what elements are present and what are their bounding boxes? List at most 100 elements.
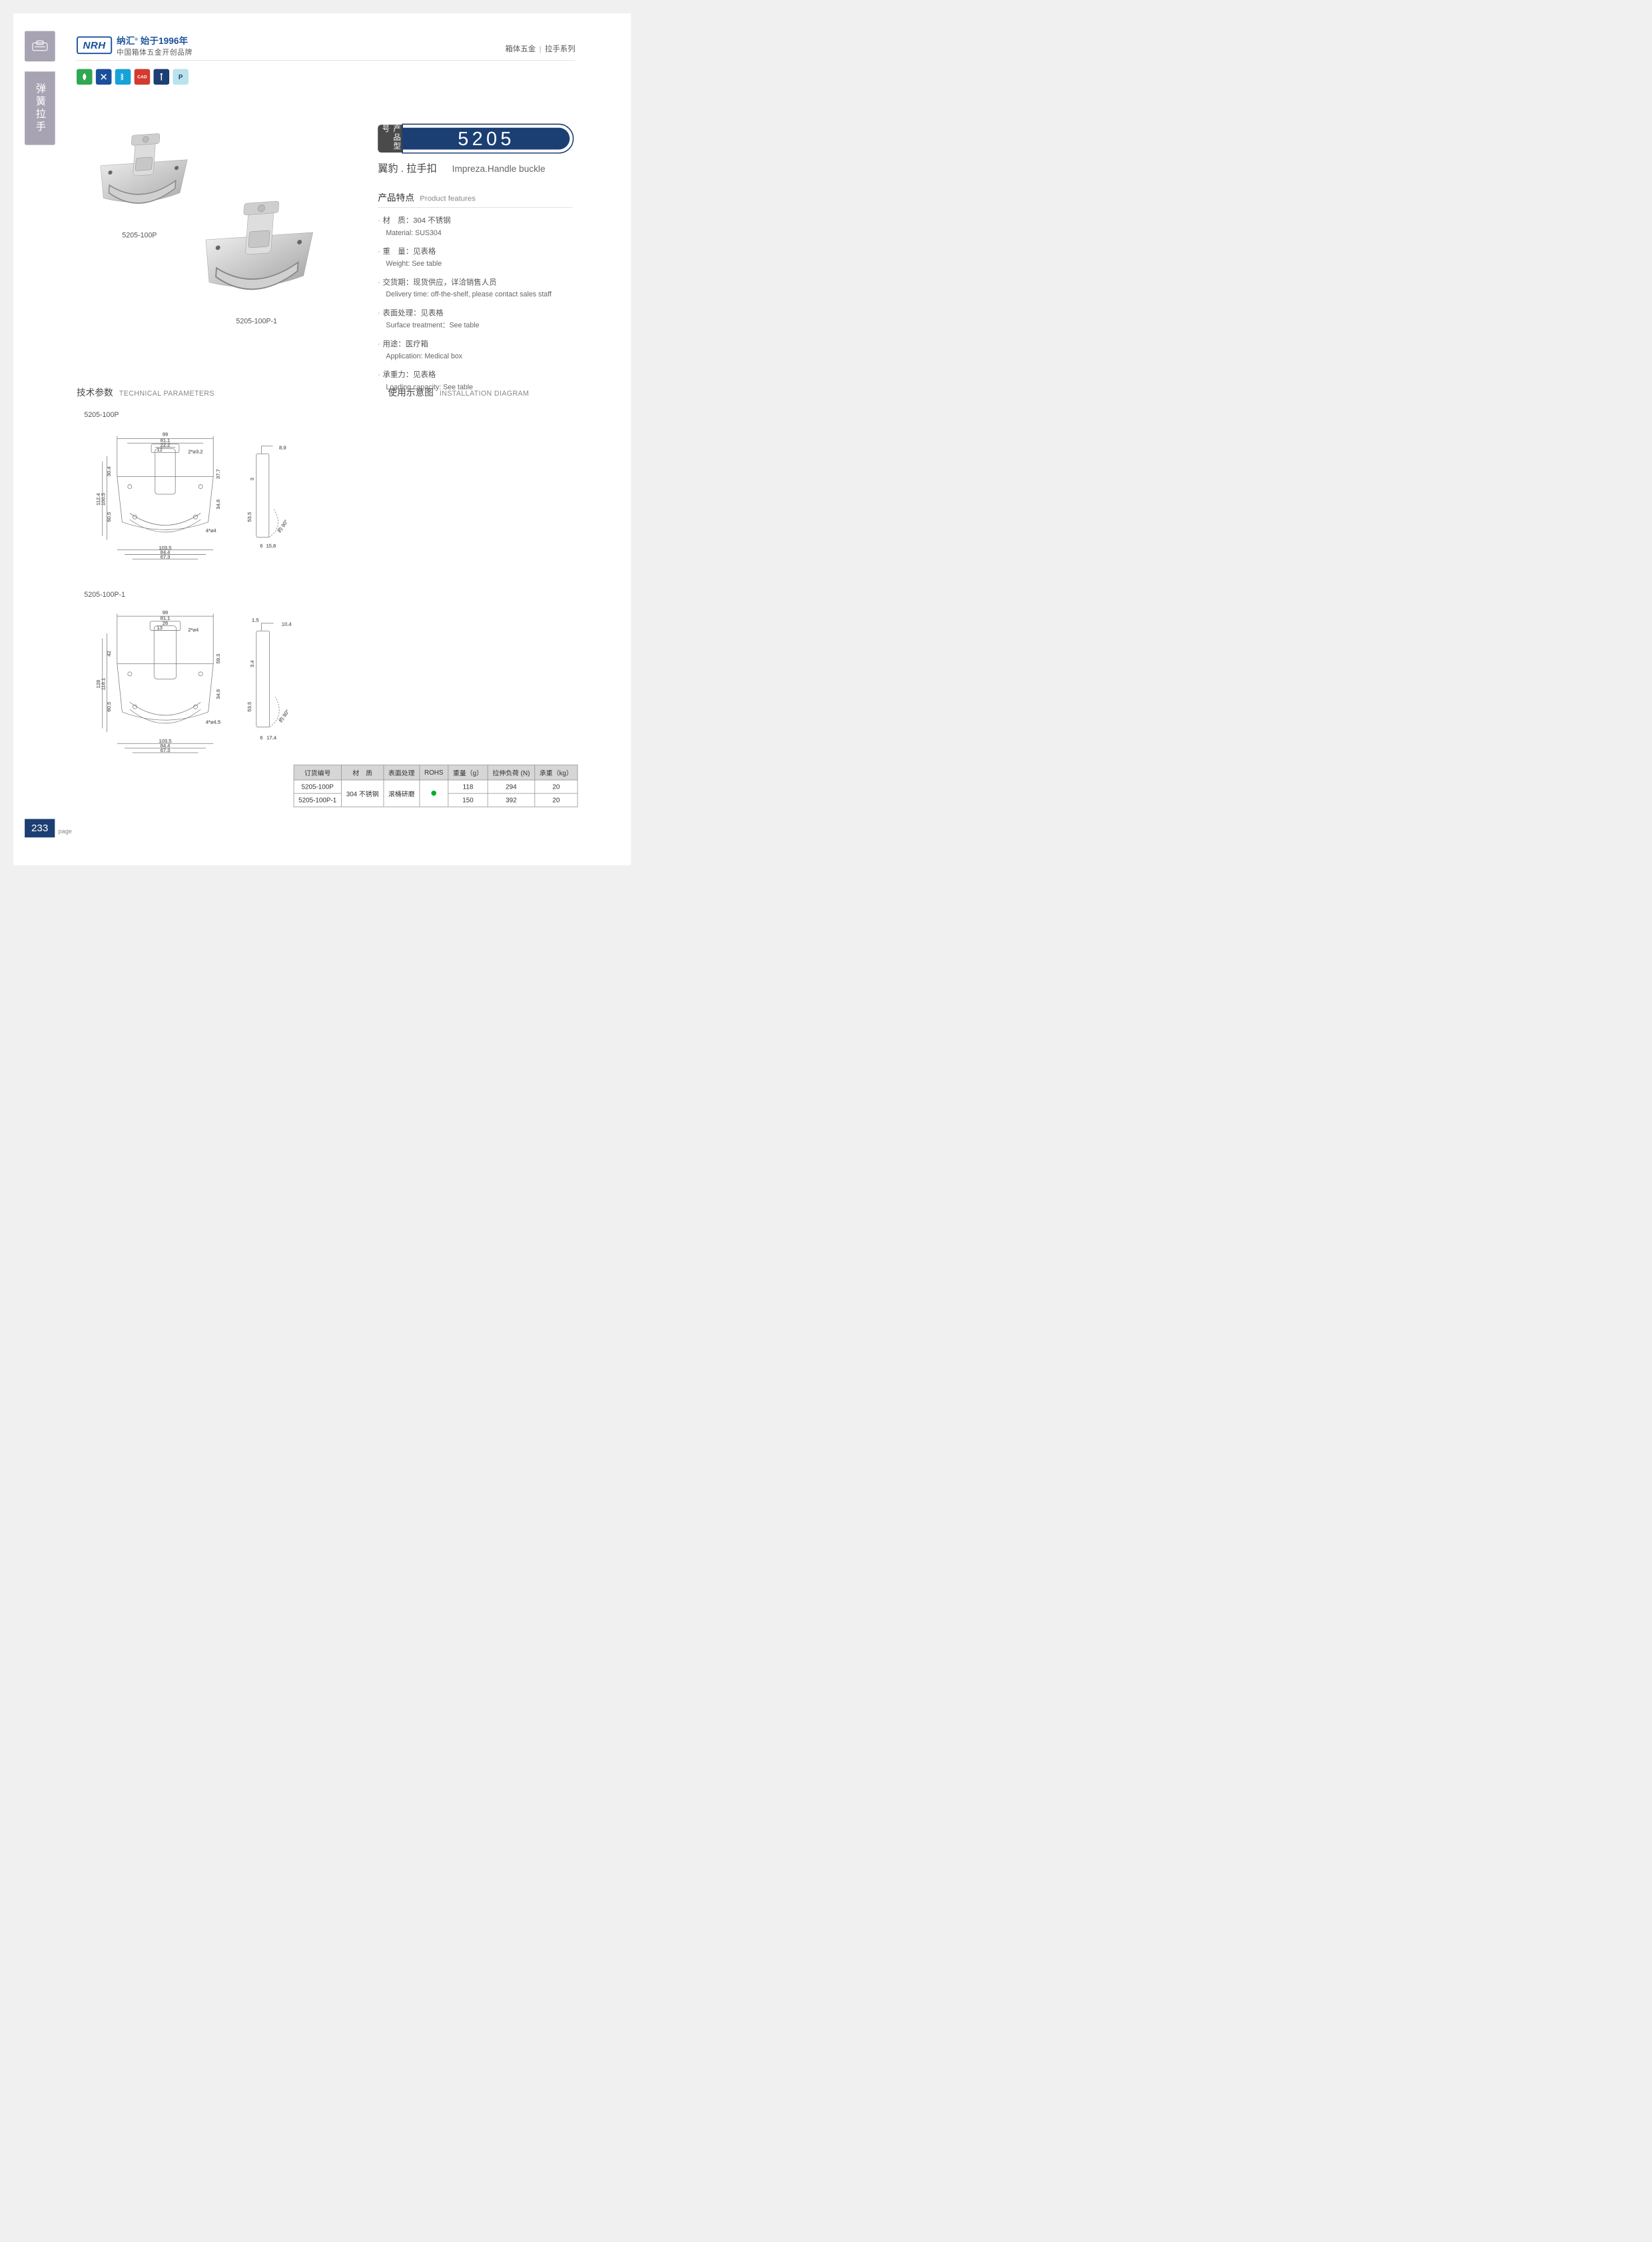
side-category-label: 弹簧拉手 <box>25 71 55 145</box>
tools-icon <box>96 69 112 85</box>
svg-text:1.5: 1.5 <box>252 617 259 623</box>
feature-item: ◦重 量：见表格 Weight: See table <box>378 246 573 269</box>
bullet-icon: ◦ <box>378 248 380 255</box>
logo-text: 纳汇® 始于1996年 中国箱体五金开创品牌 <box>117 33 193 57</box>
features-title-cn: 产品特点 <box>378 192 414 203</box>
brand-logo: NRH 纳汇® 始于1996年 中国箱体五金开创品牌 <box>77 33 193 57</box>
table-header: 承重（kg） <box>535 765 578 780</box>
p-icon: P <box>173 69 189 85</box>
cell-cap: 20 <box>535 793 578 807</box>
cell-material: 304 不锈钢 <box>341 780 383 807</box>
crumb-sep: | <box>540 45 542 53</box>
cell-weight: 150 <box>448 793 488 807</box>
spec-table: 订货编号材 质表面处理ROHS重量（g）拉伸负荷 (N)承重（kg） 5205-… <box>294 765 578 807</box>
svg-text:10.4: 10.4 <box>282 621 292 627</box>
features-title-en: Product features <box>420 194 476 203</box>
svg-text:59.3: 59.3 <box>215 654 221 664</box>
svg-text:30.4: 30.4 <box>106 466 112 476</box>
inst-section-title: 使用示意图 INSTALLATION DIAGRAM <box>388 386 529 399</box>
bullet-icon: ◦ <box>378 309 380 316</box>
feature-en: Material: SUS304 <box>386 227 572 238</box>
cad-icon: CAD <box>135 69 151 85</box>
cell-code: 5205-100P-1 <box>294 793 342 807</box>
inst-title-cn: 使用示意图 <box>388 388 433 398</box>
bullet-icon: ◦ <box>378 371 380 378</box>
screw-icon <box>154 69 170 85</box>
svg-text:6: 6 <box>260 735 262 741</box>
model-tag: 产品型号 <box>378 125 403 153</box>
feature-cn: 承重力：见表格 <box>383 370 436 379</box>
model-sub-cn: 翼豹 . 拉手扣 <box>378 160 437 175</box>
inst-title-en: INSTALLATION DIAGRAM <box>440 390 529 398</box>
feature-en: Delivery time: off-the-shelf, please con… <box>386 289 572 300</box>
svg-text:3.4: 3.4 <box>249 660 255 667</box>
logo-sup: ® <box>135 37 137 41</box>
svg-text:42: 42 <box>106 651 112 656</box>
crumb-b: 拉手系列 <box>545 45 576 53</box>
drawing-1-label: 5205-100P <box>84 411 119 419</box>
drawing-2-label: 5205-100P-1 <box>84 590 125 598</box>
svg-text:100.5: 100.5 <box>101 493 107 506</box>
feature-cn: 材 质：304 不锈钢 <box>383 216 451 225</box>
header-rule <box>77 60 576 61</box>
svg-text:34.6: 34.6 <box>215 500 221 510</box>
logo-slogan: 中国箱体五金开创品牌 <box>117 47 193 57</box>
feature-cn: 重 量：见表格 <box>383 247 436 256</box>
table-header: 表面处理 <box>384 765 420 780</box>
product-render-2 <box>196 193 338 310</box>
cell-weight: 118 <box>448 780 488 793</box>
spec-icons-row: CAD P <box>77 69 189 85</box>
breadcrumb: 箱体五金 | 拉手系列 <box>506 43 576 54</box>
product-render-1 <box>92 125 208 220</box>
cell-cap: 20 <box>535 780 578 793</box>
feature-cn: 交货期：现货供应，详洽销售人员 <box>383 278 497 286</box>
table-header: 重量（g） <box>448 765 488 780</box>
svg-text:8.9: 8.9 <box>279 444 286 450</box>
feature-item: ◦用途：医疗箱Application: Medical box <box>378 338 573 362</box>
table-header: 订货编号 <box>294 765 342 780</box>
tech-section-title: 技术参数 TECHNICAL PARAMETERS <box>77 386 214 399</box>
cell-load: 294 <box>488 780 534 793</box>
svg-text:60.5: 60.5 <box>106 512 112 522</box>
svg-text:4*⌀4.5: 4*⌀4.5 <box>206 719 220 725</box>
logo-cn: 纳汇 <box>117 35 135 46</box>
tech-drawing-1: 99 81.1 22.2 12 2*⌀3.2 112.4 100.5 60.5 … <box>79 421 307 573</box>
table-header: 材 质 <box>341 765 383 780</box>
table-row: 5205-100P304 不锈钢滚桶研磨11829420 <box>294 780 578 793</box>
model-sub: 翼豹 . 拉手扣 Impreza.Handle buckle <box>378 160 573 175</box>
svg-text:4*⌀4: 4*⌀4 <box>206 528 216 534</box>
logo-since: 始于1996年 <box>141 35 188 46</box>
logo-mark: NRH <box>77 37 112 55</box>
features-block: 产品特点 Product features ◦ 材 质：304 不锈钢 Materi… <box>378 190 573 400</box>
cell-load: 392 <box>488 793 534 807</box>
bullet-icon: ◦ <box>378 278 380 286</box>
svg-text:99: 99 <box>163 432 168 438</box>
model-block: 产品型号 5205 翼豹 . 拉手扣 Impreza.Handle buckle <box>378 125 573 175</box>
feature-item: ◦交货期：现货供应，详洽销售人员 Delivery time: off-the-s… <box>378 276 573 300</box>
tech-drawing-2: 99 81.1 26 13 2*⌀4 128 116.1 60.5 42 59.… <box>79 601 307 768</box>
svg-text:3: 3 <box>249 478 255 480</box>
feature-en: Weight: See table <box>386 258 572 268</box>
svg-text:53.5: 53.5 <box>246 702 252 712</box>
svg-text:60.5: 60.5 <box>106 702 112 712</box>
feature-item: ◦材 质：304 不锈钢Material: SUS304 <box>378 214 573 238</box>
tech-title-en: TECHNICAL PARAMETERS <box>119 390 214 398</box>
cell-rohs <box>420 780 448 807</box>
svg-text:17.4: 17.4 <box>266 735 276 741</box>
feature-en: Surface treatment：See table <box>386 320 572 330</box>
table-header: 拉伸负荷 (N) <box>488 765 534 780</box>
eco-icon <box>77 69 93 85</box>
page-number-value: 233 <box>25 819 55 838</box>
page-number: 233 page <box>25 819 72 838</box>
catalog-page: 弹簧拉手 NRH 纳汇® 始于1996年 中国箱体五金开创品牌 箱体五金 | 拉… <box>13 13 631 865</box>
svg-text:12: 12 <box>157 446 162 452</box>
product-label-2: 5205-100P-1 <box>236 317 277 325</box>
svg-text:13: 13 <box>157 625 162 631</box>
svg-text:37.7: 37.7 <box>215 469 221 479</box>
svg-text:53.5: 53.5 <box>246 512 252 522</box>
spring-icon <box>115 69 131 85</box>
product-renders: 5205-100P 5205-100P-1 <box>84 115 352 342</box>
feature-en: Application: Medical box <box>386 350 572 361</box>
product-label-1: 5205-100P <box>122 231 157 239</box>
page-number-label: page <box>59 828 72 837</box>
